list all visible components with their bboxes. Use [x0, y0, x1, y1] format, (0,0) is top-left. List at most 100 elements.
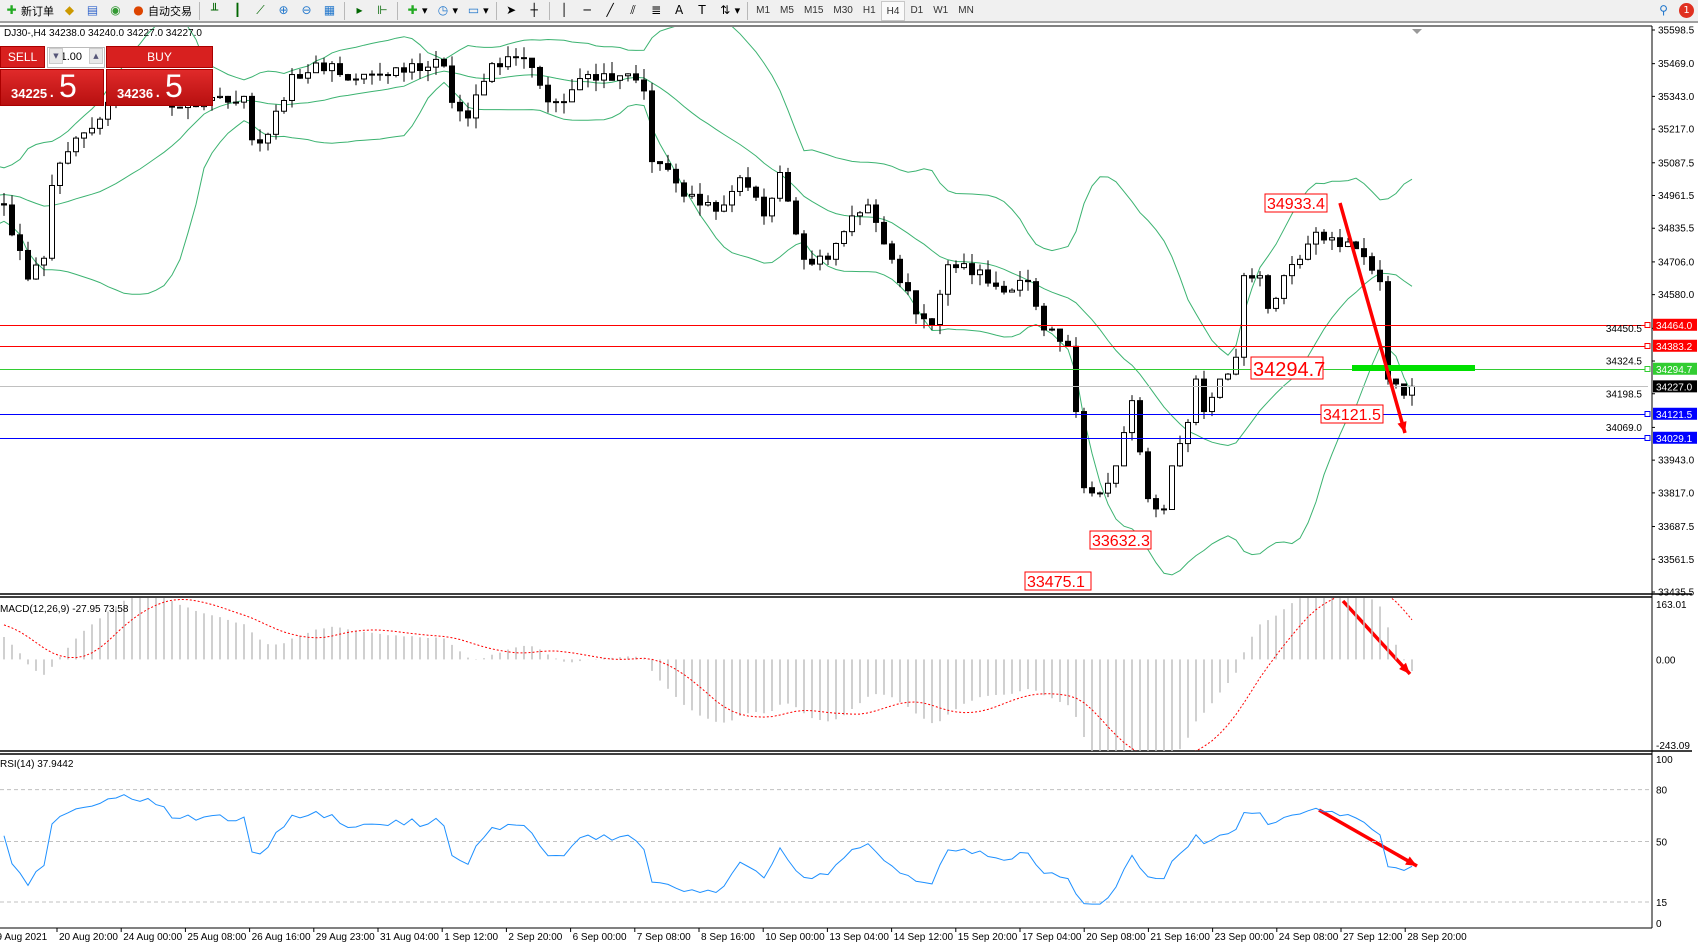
candle-body — [1, 203, 7, 206]
text-button[interactable]: A — [668, 1, 691, 21]
sell-button[interactable]: SELL — [0, 46, 45, 68]
candle — [1113, 465, 1119, 488]
fibonacci-button[interactable]: ≣ — [645, 1, 668, 21]
navigator-button[interactable]: ◆ — [58, 1, 81, 21]
buy-price-button[interactable]: 34236 . 5 — [106, 68, 213, 106]
rsi-label: RSI(14) 37.9442 — [0, 759, 74, 770]
candle — [1369, 252, 1375, 275]
timeframe-w1[interactable]: W1 — [933, 4, 949, 16]
crosshair-button[interactable]: ┼ — [523, 1, 546, 21]
zoom-out-button[interactable]: ⊖ — [295, 1, 318, 21]
macd-down-arrow — [1341, 599, 1412, 676]
annotation-text: 33632.3 — [1092, 533, 1150, 550]
candle — [513, 48, 519, 66]
zoom-in-button[interactable]: ⊕ — [272, 1, 295, 21]
timeframe-m30[interactable]: M30 — [833, 4, 853, 16]
lot-decrease-button[interactable]: ▼ — [49, 48, 63, 64]
fibonacci-icon: ≣ — [651, 3, 662, 17]
cursor-button[interactable]: ➤ — [500, 1, 523, 21]
new-order-button[interactable]: ✚ 新订单 — [0, 1, 58, 21]
candle — [353, 73, 359, 86]
candle-body — [977, 269, 983, 276]
candle — [393, 66, 399, 78]
timeframe-mn[interactable]: MN — [958, 4, 974, 16]
candle — [1281, 274, 1287, 305]
timeframe-m1[interactable]: M1 — [756, 4, 771, 16]
periods-button[interactable]: ◷ ▾ — [432, 1, 463, 21]
sell-price-pips: 5 — [59, 68, 77, 104]
price-annotation: 33632.3 — [1089, 530, 1152, 550]
vertical-line-button[interactable]: │ — [553, 1, 576, 21]
channel-icon: ⫽ — [630, 3, 636, 17]
text-label-button[interactable]: T — [691, 1, 714, 21]
candle-body — [449, 65, 455, 103]
market-watch-button[interactable]: ▤ — [81, 1, 104, 21]
candle — [913, 290, 919, 324]
timeframe-m5[interactable]: M5 — [780, 4, 794, 16]
candle-body — [489, 63, 495, 82]
candle — [609, 62, 615, 81]
lot-increase-button[interactable]: ▲ — [89, 48, 103, 64]
tile-windows-button[interactable]: ▦ — [318, 1, 341, 21]
chart-shift-button[interactable]: ⊩ — [371, 1, 394, 21]
auto-trading-button[interactable]: ● 自动交易 — [127, 1, 196, 21]
candlestick-button[interactable]: ┃ — [226, 1, 249, 21]
candle — [833, 242, 839, 266]
divider — [548, 1, 550, 20]
timeframe-h1[interactable]: H1 — [862, 4, 876, 16]
candle — [377, 62, 383, 81]
candle-body — [377, 73, 383, 76]
candle-body — [401, 67, 407, 73]
timeframe-d1[interactable]: D1 — [910, 4, 924, 16]
candle — [953, 260, 959, 274]
notifications-button[interactable]: 1 — [1675, 1, 1698, 21]
auto-scroll-button[interactable]: ▸ — [348, 1, 371, 21]
timeframe-h4[interactable]: H4 — [880, 0, 906, 21]
candle — [289, 68, 295, 108]
candle-body — [1249, 275, 1255, 279]
timeframe-m15[interactable]: M15 — [803, 4, 824, 16]
candle-body — [545, 84, 551, 103]
sell-price-button[interactable]: 34225 . 5 — [0, 68, 104, 106]
candle-body — [913, 290, 919, 315]
level-handle — [1644, 322, 1651, 328]
candle — [417, 53, 423, 79]
annotation-box — [1264, 193, 1328, 213]
arrows-button[interactable]: ⇅ ▾ — [714, 1, 745, 21]
templates-button[interactable]: ▭ ▾ — [467, 3, 489, 17]
candle — [369, 70, 375, 85]
candle-body — [337, 63, 343, 76]
candle-body — [17, 234, 23, 251]
candle — [449, 56, 455, 109]
price-tick-label: 34835.5 — [1658, 224, 1695, 235]
candle-body — [761, 196, 767, 217]
candle-body — [569, 89, 575, 103]
time-tick-label: 1 Sep 12:00 — [444, 932, 498, 943]
trendline-button[interactable]: ╱ — [599, 1, 622, 21]
signals-button[interactable]: ◉ — [104, 1, 127, 21]
candle-body — [1025, 279, 1031, 283]
rsi-tick-label: 100 — [1656, 755, 1673, 766]
indicators-button[interactable]: ✚ ▾ — [401, 1, 432, 21]
search-button[interactable]: ⚲ — [1652, 1, 1675, 21]
bar-chart-button[interactable]: ╨ — [203, 1, 226, 21]
candle-body — [865, 204, 871, 214]
candle — [1233, 348, 1239, 376]
candle — [969, 254, 975, 285]
bollinger-lower — [0, 81, 1413, 576]
candle — [217, 87, 223, 100]
candle — [1273, 296, 1279, 312]
divider — [199, 1, 200, 20]
candle-body — [473, 94, 479, 119]
buy-button[interactable]: BUY — [106, 46, 213, 68]
horizontal-line-button[interactable]: ─ — [576, 1, 599, 21]
line-chart-button[interactable]: ⟋ — [249, 1, 272, 21]
candle-body — [321, 62, 327, 72]
symbol-header: DJ30-,H4 34238.0 34240.0 34227.0 34227.0 — [4, 28, 202, 39]
price-down-arrow — [1338, 202, 1407, 434]
equidistant-channel-button[interactable]: ⫽ — [622, 1, 645, 21]
candle — [569, 79, 575, 103]
candle-body — [1217, 378, 1223, 398]
candle-body — [641, 79, 647, 92]
